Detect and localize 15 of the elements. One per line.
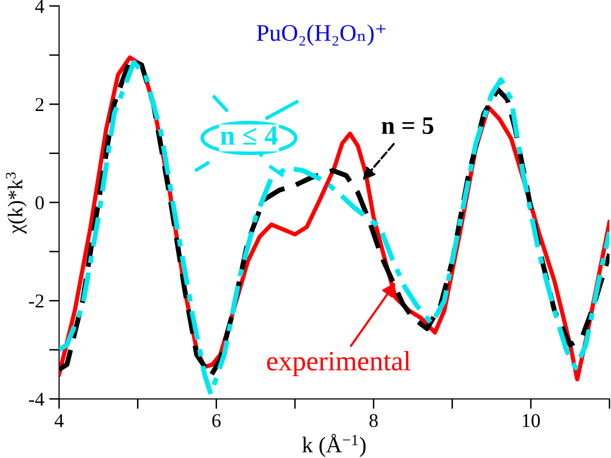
annotation: n = 5: [382, 117, 434, 134]
x-axis-title: k (Å$^{−1}$): [302, 434, 366, 457]
y-tick-label: -2: [29, 294, 44, 308]
x-tick-label: 4: [54, 414, 64, 427]
x-tick-label: 8: [369, 414, 378, 428]
y-axis-title: χ(k)*k$^{3}$: [6, 172, 27, 234]
y-tick-label: -4: [29, 392, 44, 406]
x-tick-label: 6: [212, 414, 221, 428]
y-tick-label: 4: [35, 0, 44, 13]
annotation: experimental: [267, 350, 410, 376]
y-tick-label: 2: [36, 98, 44, 111]
x-tick-label: 10: [522, 414, 540, 428]
y-tick-label: 0: [36, 196, 44, 210]
annotation: n ≤ 4: [220, 126, 278, 145]
annotation: PuO₂(H₂Oₙ)⁺: [256, 24, 386, 46]
